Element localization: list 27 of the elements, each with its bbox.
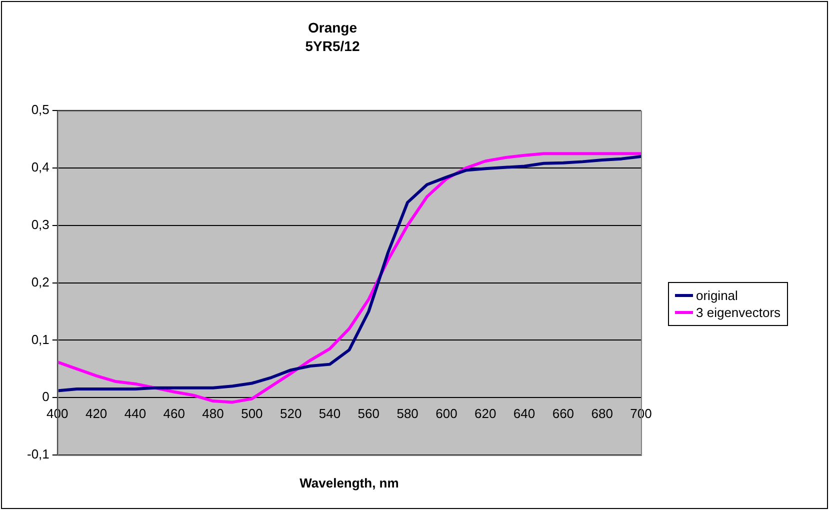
y-tick-label: 0 — [42, 389, 50, 404]
chart-subtitle: 5YR5/12 — [305, 38, 360, 54]
y-tick-label: -0,1 — [26, 446, 50, 462]
x-tick-label: 440 — [124, 406, 146, 421]
y-tick-label: 0,1 — [31, 332, 50, 347]
y-tick-label: 0,5 — [31, 102, 50, 118]
x-tick-label: 580 — [396, 406, 418, 421]
y-tick-label: 0,4 — [31, 160, 50, 175]
legend-label: 3 eigenvectors — [696, 305, 781, 320]
x-axis-title: Wavelength, nm — [300, 476, 399, 491]
x-tick-label: 560 — [358, 406, 380, 421]
chart-title: Orange — [308, 19, 358, 36]
x-tick-label: 520 — [280, 406, 302, 421]
x-tick-label: 460 — [163, 406, 185, 421]
x-tick-label: 680 — [591, 406, 613, 421]
y-tick-label: 0,2 — [31, 274, 50, 290]
x-tick-label: 620 — [474, 406, 496, 421]
x-tick-label: 540 — [318, 406, 341, 421]
x-tick-label: 480 — [202, 406, 224, 421]
legend-label: original — [696, 288, 738, 303]
x-tick-label: 500 — [241, 406, 263, 421]
x-tick-label: 420 — [85, 406, 108, 421]
x-tick-label: 600 — [436, 406, 458, 421]
y-tick-label: 0,3 — [31, 216, 50, 232]
x-tick-label: 640 — [513, 406, 536, 421]
x-tick-label: 700 — [630, 406, 652, 421]
x-tick-label: 660 — [552, 406, 574, 421]
